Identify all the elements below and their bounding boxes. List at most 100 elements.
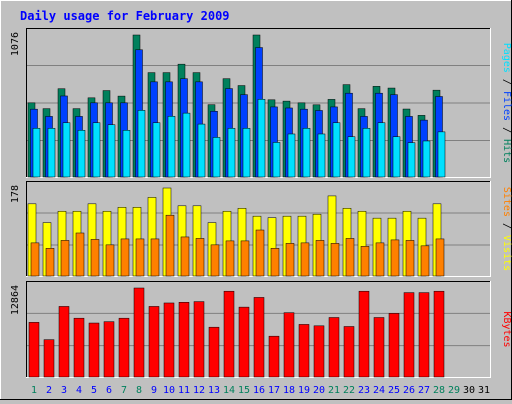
bar-sites-day-23: [360, 246, 370, 277]
x-tick-label: 2: [46, 385, 52, 396]
x-tick-label: 13: [208, 385, 220, 396]
x-tick-label: 20: [313, 385, 325, 396]
bar-kbytes-day-5: [88, 322, 100, 378]
x-tick-label: 8: [136, 385, 142, 396]
x-tick-label: 23: [358, 385, 370, 396]
bar-pages-day-3: [62, 122, 71, 178]
bar-sites-day-13: [210, 244, 220, 277]
bar-sites-day-9: [150, 238, 160, 277]
bar-sites-day-24: [375, 242, 385, 277]
bar-pages-day-27: [422, 140, 431, 178]
bar-sites-day-8: [135, 238, 145, 277]
bar-pages-day-2: [47, 128, 56, 178]
y-max-label: 12864: [10, 285, 21, 315]
bar-kbytes-day-21: [328, 317, 340, 378]
series-label-part: /: [501, 217, 512, 235]
bar-pages-day-16: [257, 99, 266, 178]
x-tick-label: 26: [403, 385, 415, 396]
bar-pages-day-13: [212, 137, 221, 178]
bar-kbytes-day-27: [418, 292, 430, 378]
series-label-part: /: [501, 121, 512, 139]
bar-kbytes-day-24: [373, 317, 385, 378]
x-tick-label: 28: [433, 385, 445, 396]
bar-sites-day-16: [255, 229, 265, 277]
bar-sites-day-19: [300, 242, 310, 277]
bar-sites-day-14: [225, 240, 235, 277]
series-label-part: Files: [501, 91, 512, 121]
bar-pages-day-28: [437, 131, 446, 178]
bar-sites-day-12: [195, 238, 205, 277]
bar-sites-day-28: [435, 238, 445, 277]
series-label-kbytes: KBytes: [501, 311, 512, 347]
bar-sites-day-5: [90, 239, 100, 277]
x-tick-label: 11: [178, 385, 190, 396]
bar-pages-day-8: [137, 110, 146, 178]
series-label-part: Sites: [501, 187, 512, 217]
x-tick-label: 16: [253, 385, 265, 396]
series-label-part: Hits: [501, 139, 512, 163]
x-tick-label: 25: [388, 385, 400, 396]
bar-pages-day-12: [197, 123, 206, 178]
bar-sites-day-20: [315, 240, 325, 277]
x-tick-label: 30: [463, 385, 475, 396]
bar-kbytes-day-14: [223, 290, 235, 378]
x-tick-label: 6: [106, 385, 112, 396]
x-tick-label: 22: [343, 385, 355, 396]
bar-pages-day-6: [107, 124, 116, 178]
bar-kbytes-day-10: [163, 302, 175, 378]
bar-sites-day-27: [420, 245, 430, 277]
bar-kbytes-day-1: [28, 322, 40, 378]
chart-title: Daily usage for February 2009: [20, 9, 230, 23]
x-tick-label: 10: [163, 385, 175, 396]
bar-sites-day-26: [405, 240, 415, 277]
bar-sites-day-4: [75, 232, 85, 277]
bar-sites-day-18: [285, 243, 295, 277]
y-max-label: 178: [10, 185, 21, 203]
bar-kbytes-day-4: [73, 317, 85, 378]
bar-kbytes-day-17: [268, 335, 280, 378]
x-tick-label: 15: [238, 385, 250, 396]
x-tick-label: 21: [328, 385, 340, 396]
bar-kbytes-day-15: [238, 306, 250, 378]
x-tick-label: 7: [121, 385, 127, 396]
bar-pages-day-7: [122, 130, 131, 178]
bar-sites-day-2: [45, 248, 55, 277]
bar-kbytes-day-16: [253, 297, 265, 378]
bar-pages-day-14: [227, 128, 236, 178]
x-tick-label: 4: [76, 385, 82, 396]
bar-kbytes-day-3: [58, 306, 70, 378]
bar-kbytes-day-25: [388, 313, 400, 378]
bar-sites-day-6: [105, 244, 115, 277]
bar-kbytes-day-13: [208, 326, 220, 378]
bar-sites-day-17: [270, 248, 280, 277]
x-tick-label: 17: [268, 385, 280, 396]
bar-kbytes-day-6: [103, 321, 115, 378]
bar-kbytes-day-20: [313, 325, 325, 378]
bar-kbytes-day-23: [358, 290, 370, 378]
bar-kbytes-day-2: [43, 339, 55, 378]
series-label-hits_files_pages: Pages / Files / Hits: [501, 43, 512, 163]
bar-pages-day-19: [302, 128, 311, 178]
bar-kbytes-day-7: [118, 317, 130, 378]
bar-sites-day-11: [180, 236, 190, 277]
x-tick-label: 9: [151, 385, 157, 396]
bar-pages-day-9: [152, 122, 161, 178]
series-label-part: KBytes: [501, 311, 512, 347]
bar-pages-day-18: [287, 133, 296, 178]
bar-kbytes-day-26: [403, 292, 415, 378]
bar-pages-day-11: [182, 112, 191, 178]
x-tick-label: 24: [373, 385, 385, 396]
bar-pages-day-25: [392, 136, 401, 178]
series-label-part: /: [501, 73, 512, 91]
bar-sites-day-15: [240, 240, 250, 277]
y-max-label: 1076: [10, 32, 21, 56]
bar-kbytes-day-19: [298, 324, 310, 378]
bar-sites-day-3: [60, 240, 70, 277]
bar-pages-day-17: [272, 142, 281, 178]
bar-pages-day-26: [407, 142, 416, 178]
bar-pages-day-23: [362, 128, 371, 178]
bar-pages-day-24: [377, 122, 386, 178]
series-label-part: Pages: [501, 43, 512, 73]
